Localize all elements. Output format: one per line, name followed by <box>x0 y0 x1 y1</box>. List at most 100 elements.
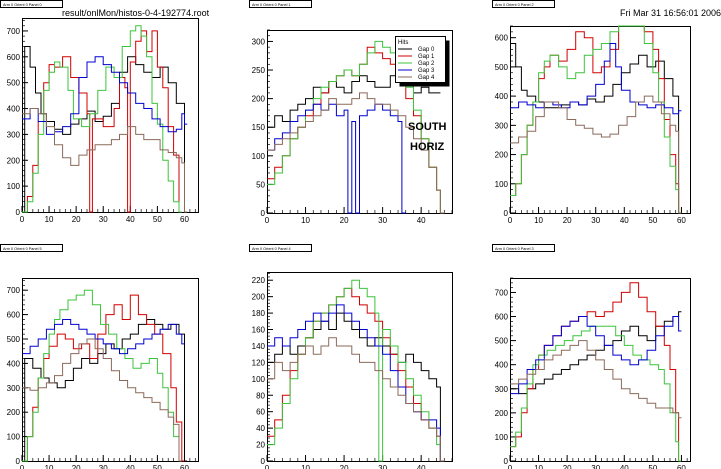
x-tick-label: 20 <box>563 464 572 469</box>
panel-title-box <box>0 0 63 8</box>
x-tick-label: 10 <box>45 464 54 469</box>
x-tick-label: 30 <box>99 464 108 469</box>
series-gap-0 <box>510 43 682 214</box>
x-tick-label: 50 <box>648 216 657 225</box>
x-tick-label: 40 <box>126 464 135 469</box>
y-tick-label: 700 <box>7 27 21 36</box>
y-tick-label: 700 <box>7 286 21 295</box>
panel-title: Arm 0 Orient 0 Panel 4 <box>252 247 291 251</box>
y-tick-label: 300 <box>495 385 509 394</box>
series-gap-0 <box>22 46 188 213</box>
y-tick-label: 100 <box>252 375 266 384</box>
x-tick-label: 30 <box>591 464 600 469</box>
panel-title-box <box>492 0 555 8</box>
y-tick-label: 600 <box>495 313 509 322</box>
panel-title: Arm 0 Orient 0 Panel 0 <box>3 3 42 7</box>
panel-title-box <box>492 244 555 252</box>
y-tick-label: 300 <box>495 121 509 130</box>
plot-frame <box>22 278 199 462</box>
x-tick-label: 0 <box>265 216 270 225</box>
x-tick-label: 60 <box>180 215 189 224</box>
x-tick-label: 10 <box>301 464 310 469</box>
y-tick-label: 0 <box>16 457 21 466</box>
x-tick-label: 60 <box>180 464 189 469</box>
y-tick-label: 0 <box>504 457 509 466</box>
x-tick-label: 20 <box>340 216 349 225</box>
y-tick-label: 220 <box>252 276 266 285</box>
series-gap-3 <box>510 316 682 395</box>
x-tick-label: 0 <box>20 464 25 469</box>
chart-panel-2: Arm 0 Orient 0 Panel 1 0 10 20 30 40 0 50 100 150… <box>249 0 453 225</box>
x-tick-label: 30 <box>378 216 387 225</box>
legend-title: Hits <box>398 40 408 46</box>
x-tick-label: 20 <box>340 464 349 469</box>
x-tick-label: 0 <box>508 464 513 469</box>
x-tick-label: 40 <box>417 464 426 469</box>
y-tick-label: 400 <box>7 359 21 368</box>
panel-title-box <box>249 0 312 8</box>
y-tick-label: 700 <box>495 288 509 297</box>
x-tick-label: 30 <box>591 216 600 225</box>
annotation-horiz: HORIZ <box>410 141 445 153</box>
y-tick-label: 20 <box>256 441 265 450</box>
y-tick-label: 100 <box>7 433 21 442</box>
y-tick-label: 600 <box>495 34 509 43</box>
series-gap-0 <box>267 312 445 462</box>
series-gap-4 <box>22 338 182 462</box>
series-gap-3 <box>267 103 406 214</box>
x-tick-label: 10 <box>301 216 310 225</box>
x-tick-label: 20 <box>563 216 572 225</box>
panel-title: Arm 0 Orient 0 Panel 2 <box>495 3 534 7</box>
y-tick-label: 0 <box>504 209 509 218</box>
y-tick-label: 400 <box>495 92 509 101</box>
y-tick-label: 100 <box>495 433 509 442</box>
series-gap-0 <box>22 319 188 462</box>
y-tick-label: 100 <box>495 180 509 189</box>
annotation-south: SOUTH <box>408 121 447 133</box>
y-tick-label: 250 <box>252 66 266 75</box>
x-tick-label: 50 <box>153 215 162 224</box>
panel-title-box <box>0 244 63 252</box>
chart-panel-1: Arm 0 Orient 0 Panel 00 10 20 30 40 50 6001002… <box>0 0 199 224</box>
x-tick-label: 60 <box>677 216 686 225</box>
x-tick-label: 30 <box>99 215 108 224</box>
x-tick-label: 10 <box>534 464 543 469</box>
series-gap-2 <box>22 289 182 462</box>
y-tick-label: 0 <box>16 208 21 217</box>
panel-title: Arm 0 Orient 0 Panel 3 <box>495 247 534 251</box>
legend-entry: Gap 2 <box>418 61 435 67</box>
y-tick-label: 60 <box>256 408 265 417</box>
y-tick-label: 0 <box>261 457 266 466</box>
y-tick-label: 400 <box>495 361 509 370</box>
y-tick-label: 500 <box>495 63 509 72</box>
legend-entry: Gap 0 <box>418 47 435 53</box>
panel-title-box <box>249 244 312 252</box>
legend-entry: Gap 1 <box>418 54 435 60</box>
plot-frame <box>510 26 691 214</box>
x-tick-label: 40 <box>620 464 629 469</box>
y-tick-label: 500 <box>7 335 21 344</box>
chart-panel-4: Arm 0 Orient 0 Panel 50 10 20 30 40 50 6001002… <box>0 244 199 469</box>
series-gap-4 <box>510 95 682 214</box>
y-tick-label: 500 <box>7 79 21 88</box>
y-tick-label: 600 <box>7 53 21 62</box>
y-tick-label: 200 <box>7 156 21 165</box>
panel-title: Arm 0 Orient 0 Panel 1 <box>252 3 291 7</box>
y-tick-label: 180 <box>252 309 266 318</box>
x-tick-label: 40 <box>620 216 629 225</box>
x-tick-label: 0 <box>20 215 25 224</box>
y-tick-label: 50 <box>256 180 265 189</box>
y-tick-label: 120 <box>252 358 266 367</box>
series-gap-4 <box>267 92 445 214</box>
y-tick-label: 300 <box>7 130 21 139</box>
x-tick-label: 20 <box>72 464 81 469</box>
legend-entry: Gap 4 <box>418 75 435 81</box>
y-tick-label: 200 <box>495 151 509 160</box>
x-tick-label: 40 <box>417 216 426 225</box>
timestamp: Fri Mar 31 16:56:01 2006 <box>620 8 721 18</box>
x-tick-label: 50 <box>153 464 162 469</box>
y-tick-label: 200 <box>252 95 266 104</box>
series-gap-4 <box>510 340 682 419</box>
series-gap-3 <box>22 319 185 355</box>
plot-frame <box>22 18 199 213</box>
